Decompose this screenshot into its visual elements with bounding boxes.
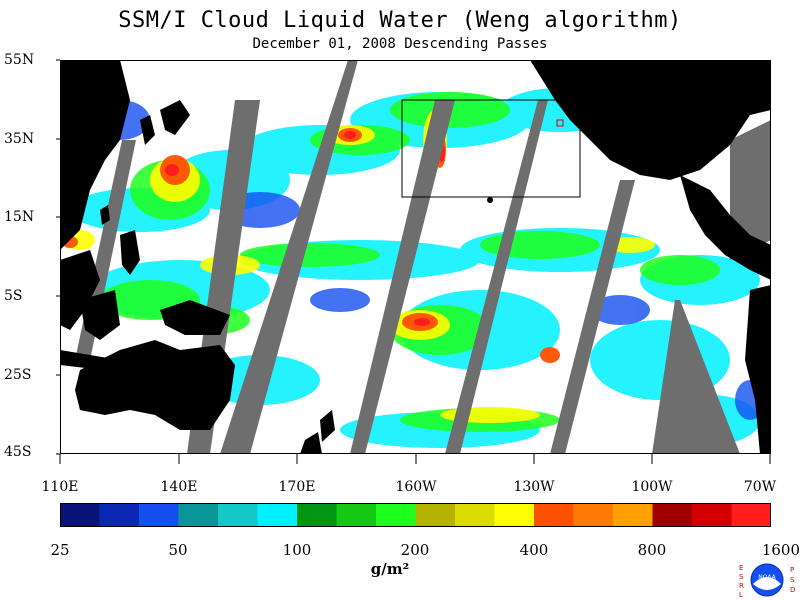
colorbar-unit: g/m² <box>370 560 410 578</box>
colorbar-swatch <box>534 503 574 527</box>
lat-label-25s: 25S <box>4 367 32 383</box>
logo-left-s: S <box>739 573 744 581</box>
borneo <box>80 290 120 340</box>
logo-right-p: P <box>790 566 794 574</box>
colorbar-tick-400: 400 <box>519 541 549 559</box>
chart-title: SSM/I Cloud Liquid Water (Weng algorithm… <box>118 8 682 33</box>
colorbar-swatch <box>336 503 377 527</box>
central-america <box>680 175 771 280</box>
new-guinea <box>160 300 230 335</box>
colorbar-tick-50: 50 <box>168 541 188 559</box>
north-america <box>530 60 771 180</box>
colorbar-swatch <box>99 503 140 527</box>
lon-label-130w: 130W <box>513 479 555 495</box>
cloud-water-map <box>60 60 771 454</box>
swath-gap-3 <box>220 60 358 454</box>
colorbar-swatch <box>60 503 100 527</box>
philippines <box>120 230 140 275</box>
lat-label-45s: 45S <box>4 444 32 460</box>
logo-left-e: E <box>739 564 743 572</box>
colorbar-swatch <box>494 503 535 527</box>
colorbar-swatch <box>178 503 219 527</box>
lat-label-35n: 35N <box>4 131 35 147</box>
colorbar-swatch <box>455 503 495 527</box>
colorbar <box>60 503 771 527</box>
australia <box>75 340 235 430</box>
noaa-text: NOAA <box>758 574 776 581</box>
lon-label-70w: 70W <box>743 479 777 495</box>
colorbar-swatch <box>652 503 693 527</box>
colorbar-swatch <box>297 503 337 527</box>
noaa-logo: E S R L NOAA P S D <box>739 563 795 599</box>
axis-ticks <box>56 59 771 464</box>
lat-label-55n: 55N <box>4 52 35 68</box>
korea <box>140 115 155 145</box>
colorbar-tick-100: 100 <box>282 541 312 559</box>
lon-label-160w: 160W <box>395 479 437 495</box>
hawaii-island <box>487 197 493 203</box>
region-box <box>401 99 581 198</box>
colorbar-tick-200: 200 <box>400 541 430 559</box>
colorbar-swatch <box>376 503 416 527</box>
swath-gap-6 <box>550 180 635 454</box>
colorbar-tick-800: 800 <box>637 541 667 559</box>
colorbar-swatch <box>613 503 653 527</box>
noaa-bird-icon <box>753 577 781 590</box>
logo-left-l: L <box>739 591 743 599</box>
new-zealand-north <box>320 410 335 442</box>
lon-label-110e: 110E <box>41 479 79 495</box>
region-marker <box>556 119 564 127</box>
chart-subtitle: December 01, 2008 Descending Passes <box>252 36 548 52</box>
colorbar-swatch <box>139 503 179 527</box>
colorbar-swatch <box>692 503 732 527</box>
swath-gap-7 <box>652 300 740 454</box>
lon-label-170e: 170E <box>278 479 316 495</box>
logo-left-r: R <box>739 582 744 590</box>
colorbar-swatch <box>415 503 456 527</box>
colorbar-swatch <box>218 503 258 527</box>
taiwan <box>100 205 110 225</box>
map-frame <box>60 60 771 454</box>
south-america <box>745 285 771 454</box>
new-zealand-south <box>300 432 322 454</box>
colorbar-swatch <box>573 503 614 527</box>
colorbar-frame <box>60 503 771 527</box>
swath-gap-4 <box>350 100 455 454</box>
colorbar-tick-25: 25 <box>50 541 70 559</box>
logo-right-s: S <box>790 576 795 584</box>
asia-mainland <box>60 60 130 250</box>
colorbar-swatch <box>257 503 298 527</box>
logo-right-d: D <box>790 586 795 594</box>
land-masses <box>60 60 771 454</box>
indochina <box>60 250 100 330</box>
swath-gap-5 <box>445 100 548 454</box>
lat-label-5s: 5S <box>4 288 23 304</box>
lat-label-15n: 15N <box>4 209 35 225</box>
colorbar-swatch <box>731 503 771 527</box>
lon-label-100w: 100W <box>631 479 673 495</box>
colorbar-tick-1600: 1600 <box>761 541 800 559</box>
lon-label-140e: 140E <box>160 479 198 495</box>
japan <box>160 100 190 135</box>
swath-gap-8 <box>730 120 771 260</box>
